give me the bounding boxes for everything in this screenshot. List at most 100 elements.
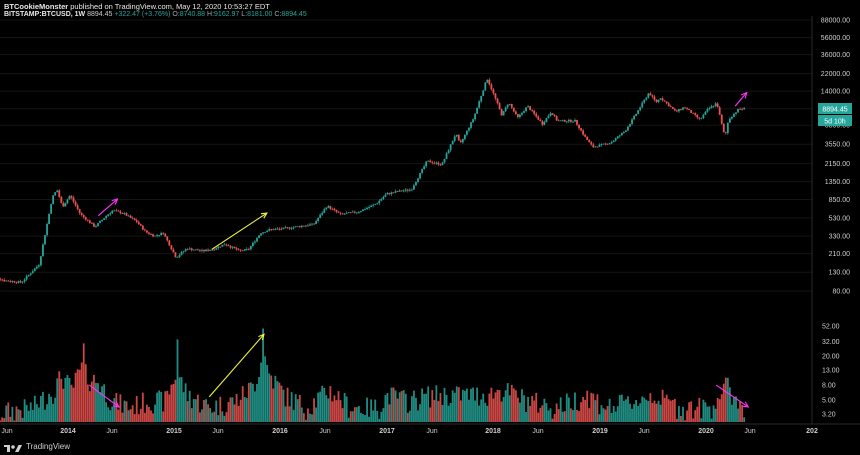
volume-bar [93,374,95,422]
candle-body [176,257,179,258]
candle-body [498,103,501,109]
candle-body [135,220,138,222]
candle-body [718,107,721,115]
candle-body [231,246,234,248]
candle-body [512,107,515,112]
volume-bar [386,392,389,422]
candle-body [158,235,161,236]
volume-bar [737,408,739,422]
volume-bar [400,390,403,422]
volume-bar [480,399,483,422]
author-name[interactable]: BTCookieMonster [4,2,69,11]
candle-body [276,228,279,230]
candle-body [360,211,362,213]
time-axis[interactable]: Jun 2014 Jun 2015 Jun 2016 Jun 2017 Jun 2018 Jun 20… [1,428,818,435]
symbol-name[interactable]: BITSTAMP:BTCUSD, 1W [4,11,86,18]
candle-body [427,160,430,162]
candle-body [74,201,77,206]
volume-bar [698,397,701,422]
candle-body [537,116,540,120]
volume-bar [205,399,207,422]
candle-body [478,101,481,108]
candle-body [602,143,605,145]
candle-body [629,123,631,127]
candle-body [364,209,366,211]
candle-body [33,268,36,272]
price-tick-label: 56000.00 [821,35,850,42]
volume-bar [1,417,4,422]
candle-body [386,193,389,195]
volume-bar [196,394,199,422]
brand-name[interactable]: TradingView [26,442,71,451]
candle-body [425,161,428,167]
volume-bar [178,377,181,422]
candle-body [726,122,729,134]
candle-body [243,249,246,251]
candle-body [137,221,140,225]
volume-bar [478,405,481,422]
volume-bar [160,391,163,422]
candle-body [686,107,688,109]
candle-body [168,240,171,246]
volume-bar [268,373,271,422]
time-tick-label: Jun [744,428,755,435]
candle-body [217,246,220,249]
candle-body [590,142,593,145]
candle-body [461,139,464,143]
volume-bar [594,400,597,422]
volume-bar [692,418,695,422]
candle-body [272,229,275,231]
volume-bar [280,385,283,422]
candle-body [213,249,216,251]
candle-body [221,244,224,247]
candle-body [690,109,693,113]
volume-bar [162,411,165,422]
price-tick-label: 5800.00 [825,123,850,130]
volume-bars [0,328,746,422]
candle-body [156,235,159,237]
candle-body [62,202,65,207]
volume-bar [506,383,509,422]
volume-bar [561,411,564,422]
volume-bar [133,414,136,422]
volume-bar [309,413,311,422]
volume-bar [641,396,644,422]
volume-bar [199,412,201,422]
candle-body [557,120,560,122]
candle-body [423,166,426,170]
volume-bar [714,408,717,422]
candle-body [302,225,305,227]
volume-bar [408,410,411,422]
tradingview-logo-icon[interactable] [3,443,23,453]
price-axis[interactable]: 88000.00 56000.00 36000.00 22000.00 14000.00… [821,18,850,296]
volume-bar [563,411,566,422]
candle-body [494,93,497,99]
candle-body [684,107,686,109]
candle-body [249,246,252,250]
volume-bar [29,402,32,422]
candle-body [716,103,719,108]
candle-body [194,249,197,251]
candle-body [345,213,348,214]
volume-bar [702,399,705,422]
volume-bar [706,406,709,422]
candle-body [286,227,289,229]
volume-bar [731,404,733,422]
last-price: 8894.45 [87,11,113,18]
volume-bar [0,420,2,422]
candle-body [270,229,273,230]
volume-bar [115,393,118,422]
time-tick-label: Jun [638,428,649,435]
candle-body [480,95,483,102]
volume-bar [335,400,338,422]
volume-bar [90,381,93,422]
candle-body [698,117,701,119]
candle-body [549,113,552,116]
close-value: 8894.45 [281,11,307,18]
candle-body [474,113,476,120]
candle-body [737,108,739,113]
candle-body [5,280,8,282]
volume-bar [229,397,232,422]
volume-bar [201,409,203,422]
